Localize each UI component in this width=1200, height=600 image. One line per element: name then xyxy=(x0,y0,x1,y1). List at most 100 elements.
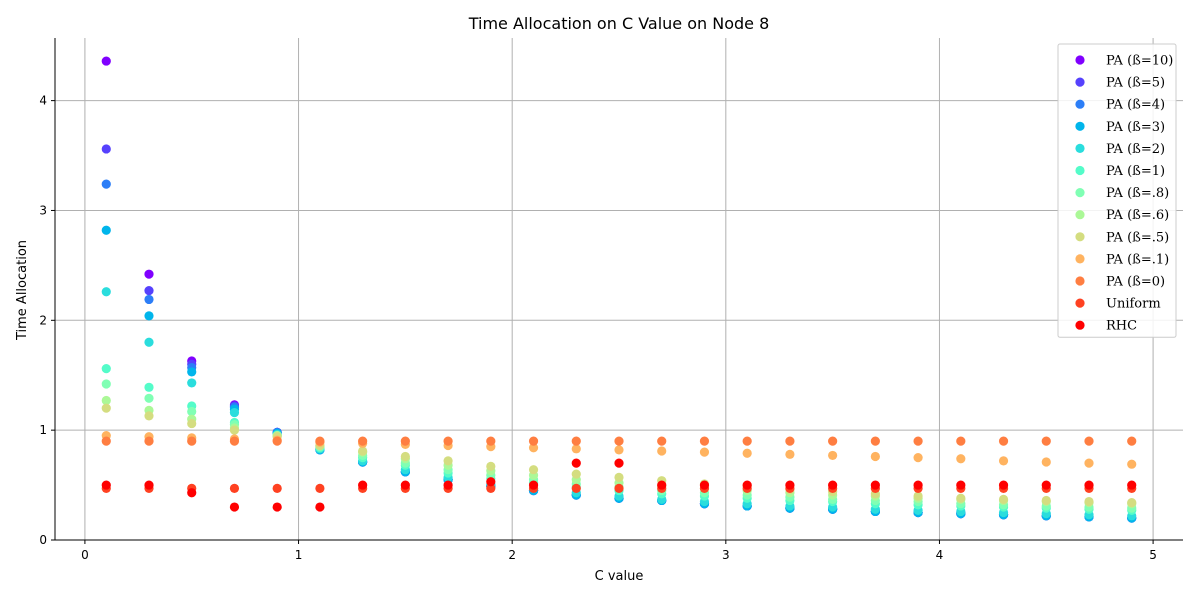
data-point xyxy=(528,480,539,490)
legend-label: PA (ß=3) xyxy=(1106,120,1165,135)
data-point xyxy=(272,502,282,512)
legend-label: PA (ß=5) xyxy=(1106,76,1165,91)
data-point xyxy=(956,436,966,446)
data-point xyxy=(101,403,111,413)
data-point xyxy=(699,436,710,446)
data-point xyxy=(785,449,795,459)
data-point xyxy=(358,436,368,446)
legend-label: PA (ß=.8) xyxy=(1106,186,1169,201)
data-point xyxy=(998,456,1009,466)
data-point xyxy=(144,269,154,279)
data-point xyxy=(1127,436,1137,446)
data-point xyxy=(1084,458,1094,468)
legend: PA (ß=10) PA (ß=5) PA (ß=4) PA (ß=3) PA (ß=2… xyxy=(1057,43,1177,338)
data-point xyxy=(785,480,795,490)
data-point xyxy=(742,436,752,446)
legend-marker xyxy=(1075,320,1085,330)
data-point xyxy=(998,494,1009,504)
data-point xyxy=(443,436,453,446)
y-axis-label: Time Allocation xyxy=(15,240,30,341)
legend-label: PA (ß=4) xyxy=(1106,98,1165,113)
data-point xyxy=(699,480,710,490)
data-point xyxy=(486,483,496,493)
data-point xyxy=(913,436,923,446)
legend-label: PA (ß=.1) xyxy=(1106,252,1169,267)
data-point xyxy=(101,144,111,154)
legend-marker xyxy=(1075,99,1085,109)
data-point xyxy=(742,448,752,458)
data-point xyxy=(144,311,154,321)
data-point xyxy=(187,418,197,429)
x-tick-label: 2 xyxy=(508,548,516,562)
data-point xyxy=(272,436,282,446)
data-point xyxy=(187,436,197,446)
legend-label: PA (ß=.5) xyxy=(1106,230,1169,245)
data-point xyxy=(144,337,154,347)
data-point xyxy=(358,446,368,456)
data-point xyxy=(187,488,197,498)
data-point xyxy=(699,447,710,457)
data-point xyxy=(1127,498,1137,508)
data-point xyxy=(144,286,154,296)
legend-marker xyxy=(1075,165,1085,176)
legend-label: RHC xyxy=(1106,319,1137,334)
data-point xyxy=(913,491,923,501)
legend-marker xyxy=(1075,298,1085,308)
x-axis-label: C value xyxy=(595,569,644,584)
data-point xyxy=(101,287,111,297)
data-point xyxy=(400,436,410,446)
chart-title: Time Allocation on C Value on Node 8 xyxy=(468,14,770,33)
data-point xyxy=(828,436,838,446)
data-point xyxy=(913,480,923,490)
data-point xyxy=(229,483,240,493)
data-point xyxy=(144,436,154,446)
axes xyxy=(51,38,1183,544)
data-point xyxy=(101,225,111,235)
data-point xyxy=(870,451,880,462)
data-point xyxy=(785,436,795,446)
legend-label: PA (ß=1) xyxy=(1106,164,1165,179)
data-point xyxy=(870,436,880,446)
data-point xyxy=(571,483,581,493)
data-point xyxy=(614,458,624,468)
data-point xyxy=(1127,459,1137,469)
data-point xyxy=(144,294,154,305)
data-point xyxy=(1041,436,1051,446)
legend-label: PA (ß=.6) xyxy=(1106,208,1169,223)
data-point xyxy=(101,436,111,446)
legend-marker xyxy=(1075,55,1085,65)
data-point xyxy=(443,456,453,466)
data-point xyxy=(998,480,1009,490)
data-point xyxy=(144,480,154,490)
data-point xyxy=(1084,496,1094,507)
data-point xyxy=(229,425,240,435)
data-point xyxy=(101,364,111,374)
data-point xyxy=(614,436,624,446)
data-point xyxy=(1127,480,1137,490)
data-point xyxy=(1084,480,1094,490)
legend-marker xyxy=(1075,276,1085,286)
data-point xyxy=(657,446,667,456)
data-point xyxy=(742,480,752,490)
data-point xyxy=(571,469,581,479)
legend-marker xyxy=(1075,143,1085,153)
data-point xyxy=(229,502,240,512)
legend-marker xyxy=(1075,254,1085,264)
legend-marker xyxy=(1075,232,1085,242)
legend-marker xyxy=(1075,77,1085,87)
data-point xyxy=(272,483,282,493)
data-point xyxy=(486,461,496,472)
legend-marker xyxy=(1075,188,1085,198)
data-point xyxy=(828,450,838,461)
x-tick-label: 1 xyxy=(295,548,303,562)
data-point xyxy=(956,480,966,490)
data-point xyxy=(144,382,154,392)
data-point xyxy=(315,483,325,493)
data-point xyxy=(614,472,624,482)
data-point xyxy=(315,436,325,446)
data-point xyxy=(1041,480,1051,490)
data-point xyxy=(870,480,880,490)
legend-label: PA (ß=2) xyxy=(1106,142,1165,157)
data-point xyxy=(1041,457,1051,467)
